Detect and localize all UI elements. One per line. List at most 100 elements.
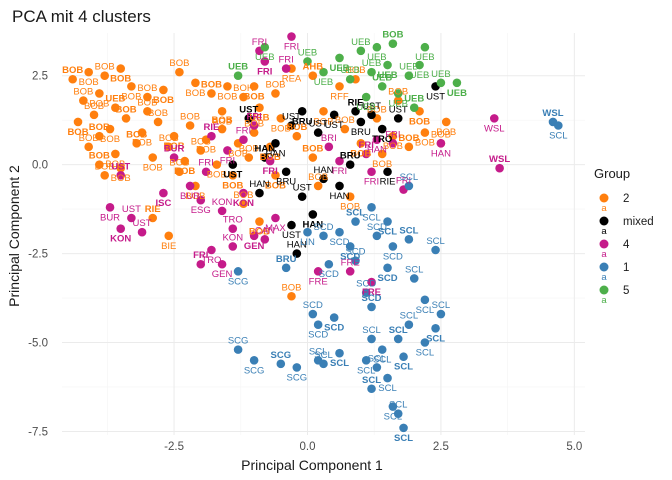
point-label: BOB	[372, 159, 392, 170]
scatter-point	[68, 74, 77, 84]
point-label: SCD	[340, 251, 360, 262]
scatter-point	[95, 89, 104, 98]
scatter-point	[175, 167, 184, 177]
point-label: BRU	[340, 151, 361, 162]
point-label: UEB	[415, 52, 435, 63]
point-label: UST	[389, 104, 408, 115]
legend-key-text: a	[601, 272, 607, 283]
scatter-point	[287, 220, 296, 230]
point-label: HAN	[249, 179, 269, 190]
point-label: SCL	[394, 433, 413, 444]
point-label: SCL	[378, 227, 397, 238]
scatter-point	[356, 138, 366, 148]
point-label: FRI	[220, 155, 235, 166]
scatter-point	[201, 167, 211, 177]
scatter-point	[303, 227, 312, 237]
point-label: SCD	[378, 273, 398, 284]
scatter-point	[361, 92, 371, 102]
scatter-point	[239, 135, 248, 145]
point-label: FRI	[257, 66, 272, 77]
scatter-point	[255, 217, 264, 226]
point-label: SCG	[244, 365, 265, 376]
scatter-point	[228, 224, 238, 233]
point-label: BOB	[67, 127, 88, 138]
scatter-point	[388, 402, 398, 411]
point-label: SCL	[426, 333, 445, 344]
scatter-point	[329, 313, 339, 322]
point-label: FRI	[284, 42, 299, 53]
scatter-point	[340, 124, 350, 134]
scatter-point	[244, 114, 254, 123]
point-label: HAN	[254, 144, 275, 155]
point-label: BOB	[153, 95, 174, 106]
point-label: BOB	[244, 119, 264, 130]
scatter-point	[271, 171, 280, 180]
legend-key-text: a	[601, 203, 607, 214]
point-label: SCG	[287, 372, 308, 383]
scatter-point	[281, 167, 291, 177]
point-label: WSL	[484, 123, 505, 134]
scatter-point	[345, 160, 355, 169]
point-label: BOB	[121, 91, 141, 102]
scatter-point	[292, 363, 302, 372]
scatter-point	[79, 96, 88, 105]
point-label: FRE	[362, 287, 381, 298]
legend-label: 4	[623, 239, 630, 251]
scatter-point	[159, 85, 168, 95]
scatter-point	[143, 106, 152, 116]
point-label: BOB	[169, 158, 189, 169]
scatter-point	[196, 259, 206, 269]
scatter-point	[399, 352, 408, 362]
scatter-point	[297, 192, 307, 201]
scatter-point	[329, 110, 339, 120]
point-label: UST	[239, 104, 258, 115]
point-label: BOB	[239, 144, 259, 155]
scatter-point	[121, 114, 131, 123]
point-label: SCL	[330, 358, 349, 369]
point-label: SCL	[362, 212, 380, 223]
scatter-point	[313, 267, 323, 276]
scatter-point	[287, 32, 296, 41]
scatter-point	[383, 373, 392, 383]
point-label: UEB	[298, 47, 318, 58]
point-label: UST	[293, 183, 312, 194]
scatter-point	[372, 363, 382, 372]
scatter-point	[137, 128, 147, 137]
point-label: BOB	[265, 79, 285, 90]
point-label: TRO	[372, 134, 392, 145]
point-label: HAN	[329, 191, 349, 202]
scatter-point	[217, 259, 227, 269]
scatter-point	[345, 242, 355, 251]
point-label: FRI	[385, 129, 400, 140]
point-label: BOB	[335, 115, 355, 126]
scatter-point	[351, 217, 360, 226]
scatter-point	[196, 146, 206, 155]
point-label: UEB	[404, 94, 424, 105]
point-label: UST	[282, 111, 301, 122]
point-label: BOB	[180, 111, 200, 122]
point-label: HAN	[367, 145, 387, 156]
point-label: HAN	[303, 219, 324, 230]
point-label: UST	[309, 119, 328, 130]
scatter-point	[495, 163, 504, 173]
point-label: AHB	[303, 62, 324, 73]
point-label: BOB	[143, 163, 163, 174]
scatter-point	[436, 78, 446, 88]
scatter-point	[217, 106, 227, 116]
scatter-point	[404, 320, 414, 330]
point-label: BRU	[276, 254, 297, 265]
point-label: BOB	[196, 145, 216, 156]
scatter-point	[196, 195, 206, 205]
scatter-point	[319, 359, 328, 369]
legend-title: Group	[594, 166, 630, 181]
point-label: SCL	[362, 325, 380, 336]
scatter-point	[345, 267, 355, 276]
point-label: BOB	[84, 101, 104, 112]
point-label: BOB	[126, 129, 147, 140]
point-label: SCD	[356, 279, 376, 290]
scatter-point	[431, 323, 440, 333]
scatter-point	[116, 171, 126, 180]
point-label: BOB	[95, 62, 115, 73]
point-label: BOB	[111, 173, 131, 184]
scatter-point	[356, 46, 366, 56]
